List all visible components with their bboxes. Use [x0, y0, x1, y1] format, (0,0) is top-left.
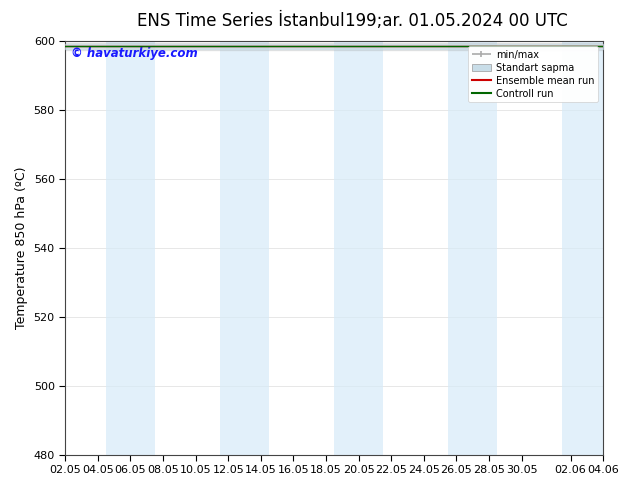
Bar	[562, 41, 611, 455]
Text: © havaturkiye.com: © havaturkiye.com	[70, 47, 197, 60]
Text: 199;ar. 01.05.2024 00 UTC: 199;ar. 01.05.2024 00 UTC	[345, 12, 568, 30]
Y-axis label: Temperature 850 hPa (ºC): Temperature 850 hPa (ºC)	[15, 167, 28, 329]
Bar	[220, 41, 269, 455]
Bar	[106, 41, 155, 455]
Bar	[334, 41, 383, 455]
Legend: min/max, Standart sapma, Ensemble mean run, Controll run: min/max, Standart sapma, Ensemble mean r…	[468, 46, 598, 102]
Text: ENS Time Series İstanbul: ENS Time Series İstanbul	[137, 12, 345, 30]
Bar	[448, 41, 497, 455]
